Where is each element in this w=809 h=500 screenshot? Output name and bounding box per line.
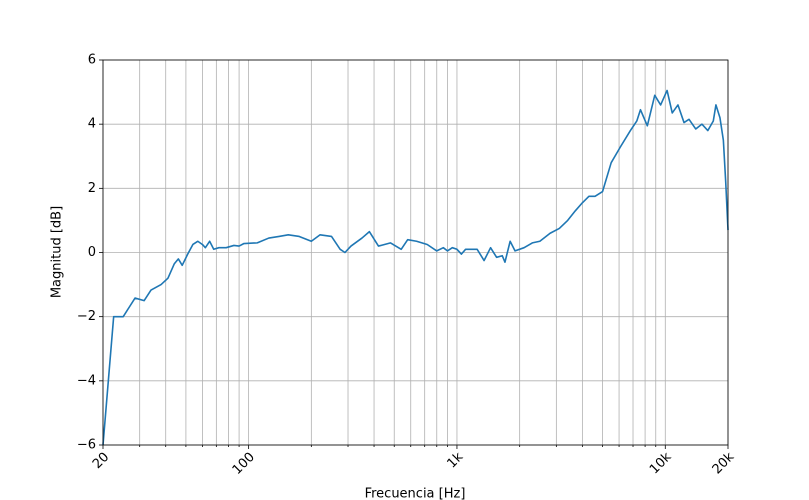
x-tick-label: 20 <box>90 450 112 472</box>
x-tick-label: 1k <box>444 449 466 471</box>
x-tick-label: 10k <box>647 449 675 477</box>
x-tick-label: 20k <box>710 449 738 477</box>
y-tick-label: 6 <box>88 53 96 68</box>
x-tick-label: 100 <box>230 450 258 478</box>
y-tick-label: −2 <box>77 309 96 324</box>
y-tick-label: −6 <box>77 438 96 453</box>
y-tick-label: 2 <box>88 181 96 196</box>
y-tick-label: 0 <box>88 245 96 260</box>
x-axis-label: Frecuencia [Hz] <box>365 487 466 500</box>
line-series <box>102 89 729 446</box>
y-tick-label: 4 <box>88 117 96 132</box>
y-axis-label: Magnitud [dB] <box>50 206 65 298</box>
y-tick-label: −4 <box>77 373 96 388</box>
plot-frame <box>102 59 729 446</box>
